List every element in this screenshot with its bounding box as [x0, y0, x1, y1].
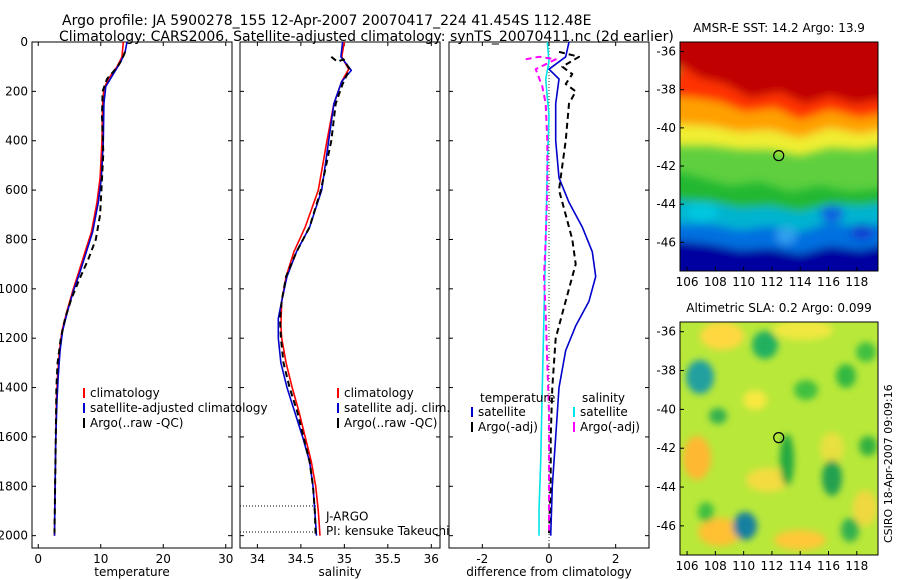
y-tick-label: 2000 [0, 529, 28, 543]
x-tick-label: 108 [704, 559, 727, 573]
y-tick-label: 1000 [0, 282, 28, 296]
y-tick-label: -44 [656, 480, 676, 494]
legend-label: Argo(..raw -QC) [90, 416, 183, 430]
x-tick-label: 106 [676, 559, 699, 573]
y-tick-label: -40 [656, 402, 676, 416]
figure-title-line2: Climatology: CARS2006. Satellite-adjuste… [59, 29, 674, 45]
x-axis-label: difference from climatology [466, 565, 632, 579]
y-tick-label: 600 [5, 183, 28, 197]
x-tick-label: 0 [34, 552, 42, 566]
x-tick-label: 112 [760, 559, 783, 573]
x-tick-label: 35 [337, 552, 352, 566]
y-tick-label: 200 [5, 84, 28, 98]
series-line-satellite-adj-clim- [277, 41, 353, 536]
x-tick-label: 118 [845, 275, 868, 289]
y-tick-label: 1200 [0, 331, 28, 345]
x-tick-label: 20 [156, 552, 171, 566]
x-tick-label: 116 [817, 275, 840, 289]
y-tick-label: -36 [656, 325, 676, 339]
series-line-climatology [53, 41, 125, 536]
x-tick-label: 106 [676, 275, 699, 289]
legend-group-title: temperature [480, 391, 555, 405]
series-line-argo-raw-qc- [53, 51, 127, 534]
y-tick-label: -44 [656, 197, 676, 211]
x-tick-label: 112 [760, 275, 783, 289]
y-tick-label: -38 [656, 364, 676, 378]
profile-chart-1: 0 10 20 30 0 200 400 600 800 1000 1200 1400 1600 1800… [0, 35, 268, 579]
series-line-temperature-argo-adj- [548, 50, 580, 534]
legend-label: Argo(-adj) [478, 420, 538, 434]
series-line-salinity-argo-adj- [525, 55, 557, 534]
y-tick-label: 1800 [0, 479, 28, 493]
x-tick-label: 110 [732, 275, 755, 289]
argo-location-marker [773, 150, 785, 162]
legend-label: satellite [478, 405, 526, 419]
y-tick-label: 400 [5, 134, 28, 148]
x-tick-label: 34 [250, 552, 265, 566]
x-tick-label: 108 [704, 275, 727, 289]
profile-chart-2: 34 34.5 35 35.5 36 salinity climatologysatelli… [239, 41, 450, 579]
legend-label: satellite [580, 405, 628, 419]
x-tick-label: 35.5 [374, 552, 401, 566]
annotation-text: PI: kensuke Takeuchi [326, 524, 449, 538]
legend-label: satellite-adjusted climatology [90, 401, 268, 415]
legend: temperature salinitysatelliteArgo(-adj)sa… [471, 391, 640, 434]
x-tick-label: 114 [789, 559, 812, 573]
annotation-text: J-ARGO [325, 510, 368, 524]
map-frame [679, 41, 879, 272]
legend-label: climatology [344, 386, 414, 400]
x-tick-label: 2 [612, 552, 620, 566]
map-frame [679, 321, 879, 556]
x-tick-label: 110 [732, 559, 755, 573]
x-tick-label: 114 [789, 275, 812, 289]
y-tick-label: -42 [656, 441, 676, 455]
x-tick-label: 0 [545, 552, 553, 566]
map-title: Altimetric SLA: 0.2 Argo: 0.099 [686, 301, 871, 315]
x-tick-label: 116 [817, 559, 840, 573]
x-tick-label: 118 [845, 559, 868, 573]
legend-label: Argo(-adj) [580, 420, 640, 434]
legend-group-title: salinity [582, 391, 625, 405]
y-tick-label: 1400 [0, 381, 28, 395]
y-tick-label: -46 [656, 235, 676, 249]
y-tick-label: 0 [20, 35, 28, 49]
argo-location-marker [773, 432, 785, 444]
y-tick-label: -36 [656, 45, 676, 59]
legend-label: Argo(..raw -QC) [344, 416, 437, 430]
x-tick-label: 10 [93, 552, 108, 566]
y-tick-label: -38 [656, 83, 676, 97]
legend-label: satellite adj. clim. [344, 401, 450, 415]
x-tick-label: 36 [424, 552, 439, 566]
series-line-temperature-satellite [548, 41, 597, 536]
y-tick-label: 1600 [0, 430, 28, 444]
y-tick-label: -46 [656, 519, 676, 533]
x-tick-label: 30 [218, 552, 233, 566]
x-tick-label: 34.5 [288, 552, 315, 566]
x-axis-label: temperature [94, 565, 169, 579]
series-line-argo-raw-qc- [279, 56, 351, 536]
legend-label: climatology [90, 386, 160, 400]
y-tick-label: 800 [5, 232, 28, 246]
y-tick-label: -42 [656, 159, 676, 173]
sla-map: Altimetric SLA: 0.2 Argo: 0.099 106 108 110… [656, 301, 879, 573]
figure-title-line1: Argo profile: JA 5900278_155 12-Apr-2007… [62, 13, 592, 29]
y-tick-label: -40 [656, 121, 676, 135]
x-tick-label: -2 [476, 552, 488, 566]
series-line-climatology [280, 41, 350, 536]
sst-map-field [680, 42, 878, 271]
plot-frame [239, 41, 441, 549]
sst-map: AMSR-E SST: 14.2 Argo: 13.9 106 108 110 112 1… [656, 21, 879, 289]
series-line-satellite-adjusted-climatology [53, 41, 128, 536]
sla-map-field [680, 322, 878, 555]
map-title: AMSR-E SST: 14.2 Argo: 13.9 [693, 21, 865, 35]
x-axis-label: salinity [318, 565, 361, 579]
plot-frame [31, 41, 233, 549]
